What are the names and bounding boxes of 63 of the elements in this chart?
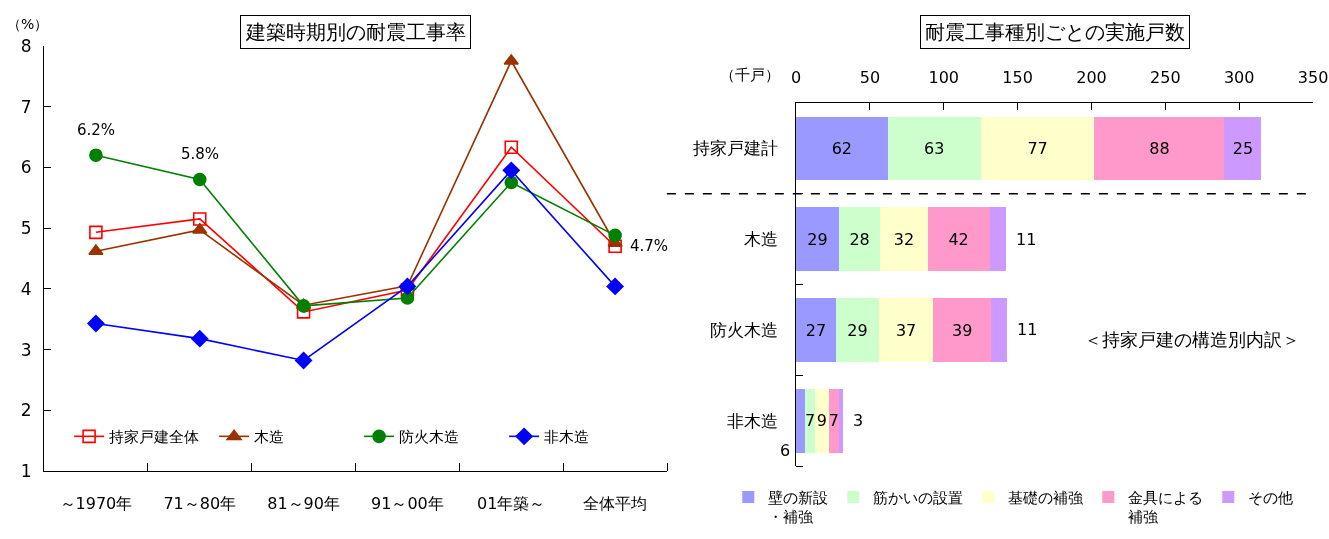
legend-label: 壁の新設・補強 <box>768 488 829 527</box>
y-tick-label: 7 <box>20 96 32 117</box>
x-tick-label: 50 <box>859 68 881 88</box>
y-tick-label: 8 <box>20 35 32 56</box>
data-label: 88 <box>1149 138 1170 158</box>
legend-label: 木造 <box>254 428 285 447</box>
y-tick-label: 3 <box>20 339 32 360</box>
data-label: 11 <box>1016 230 1037 249</box>
data-label: 6 <box>780 441 791 460</box>
x-tick-label: 250 <box>1150 68 1181 88</box>
y-tick-label: 非木造 <box>726 410 778 431</box>
data-label: 27 <box>805 320 827 340</box>
x-tick-label: 01年築～ <box>477 494 546 514</box>
y-axis-title: （%） <box>7 16 49 32</box>
x-tick-label: 350 <box>1297 68 1329 88</box>
x-tick-label: 91～00年 <box>371 494 444 514</box>
x-tick-label: 0 <box>790 68 802 88</box>
annotation: ＜持家戸建の構造別内訳＞ <box>1084 329 1300 350</box>
legend-label: 金具による補強 <box>1128 488 1204 527</box>
y-tick-label: 4 <box>20 278 32 299</box>
data-label: 5.8% <box>181 145 220 163</box>
x-tick-label: 全体平均 <box>583 494 648 514</box>
legend-label: 基礎の補強 <box>1008 488 1084 507</box>
y-tick-label: 防火木造 <box>709 319 778 340</box>
chart-title: 耐震工事種別ごとの実施戸数 <box>925 20 1185 44</box>
x-tick-label: ～1970年 <box>59 494 133 514</box>
y-tick-label: 持家戸建計 <box>692 138 778 159</box>
legend-label: 筋かいの設置 <box>873 488 964 507</box>
data-label: 9 <box>816 411 828 431</box>
data-label: 29 <box>807 229 828 249</box>
y-tick-label: 2 <box>20 400 32 421</box>
y-tick-label: 5 <box>20 218 32 239</box>
data-label: 63 <box>924 138 945 158</box>
chart-title: 建築時期別の耐震工事率 <box>245 20 466 44</box>
x-tick-label: 71～80年 <box>163 494 237 514</box>
legend-label: 非木造 <box>544 428 590 447</box>
data-label: 4.7% <box>630 237 669 255</box>
y-tick-label: 木造 <box>743 229 778 250</box>
data-label: 7 <box>828 411 839 431</box>
data-label: 42 <box>948 229 969 249</box>
data-label: 11 <box>1017 320 1038 339</box>
data-label: 32 <box>893 229 915 249</box>
data-label: 25 <box>1232 138 1254 158</box>
legend-label: 防火木造 <box>399 428 460 447</box>
data-label: 77 <box>1027 138 1048 158</box>
data-label: 39 <box>952 320 973 340</box>
data-label: 3 <box>853 411 864 430</box>
data-label: 6.2% <box>77 121 116 139</box>
x-tick-label: 300 <box>1223 68 1255 88</box>
x-tick-label: 81～90年 <box>267 494 340 514</box>
x-axis-title: （千戸） <box>720 66 780 84</box>
x-tick-label: 200 <box>1076 68 1107 88</box>
data-label: 7 <box>805 411 816 431</box>
data-label: 28 <box>849 229 870 249</box>
y-tick-label: 1 <box>20 461 32 482</box>
y-tick-label: 6 <box>20 157 32 178</box>
data-label: 62 <box>831 138 853 158</box>
data-label: 29 <box>847 320 868 340</box>
legend-label: 持家戸建全体 <box>109 428 200 447</box>
x-tick-label: 150 <box>1002 68 1033 88</box>
data-label: 37 <box>895 320 917 340</box>
legend-label: その他 <box>1248 488 1294 507</box>
x-tick-label: 100 <box>928 68 960 88</box>
